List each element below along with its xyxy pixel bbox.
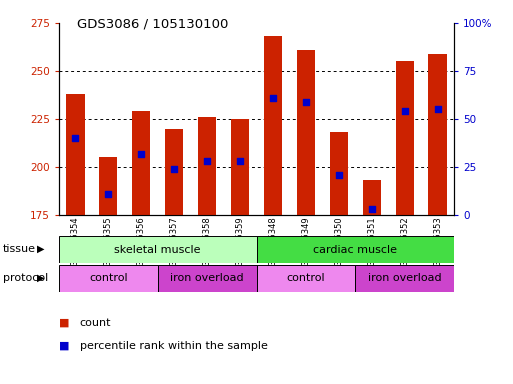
Point xyxy=(203,158,211,164)
Bar xyxy=(59,236,256,263)
Point xyxy=(71,135,80,141)
Text: ▶: ▶ xyxy=(37,273,45,283)
Point xyxy=(368,206,376,212)
Bar xyxy=(256,236,454,263)
Bar xyxy=(132,111,150,215)
Bar xyxy=(363,180,381,215)
Point xyxy=(170,166,179,172)
Point xyxy=(433,106,442,113)
Point xyxy=(137,151,145,157)
Text: GDS3086 / 105130100: GDS3086 / 105130100 xyxy=(77,17,228,30)
Text: control: control xyxy=(89,273,128,283)
Text: percentile rank within the sample: percentile rank within the sample xyxy=(80,341,267,351)
Point xyxy=(269,95,277,101)
Text: cardiac muscle: cardiac muscle xyxy=(313,245,397,255)
Bar xyxy=(428,54,447,215)
Text: tissue: tissue xyxy=(3,244,35,254)
Text: ■: ■ xyxy=(59,341,69,351)
Bar xyxy=(59,265,158,292)
Bar xyxy=(100,157,117,215)
Point xyxy=(104,191,112,197)
Point xyxy=(401,108,409,114)
Text: iron overload: iron overload xyxy=(170,273,244,283)
Bar xyxy=(66,94,85,215)
Bar xyxy=(165,129,183,215)
Text: count: count xyxy=(80,318,111,328)
Bar xyxy=(158,265,256,292)
Point xyxy=(334,172,343,178)
Text: iron overload: iron overload xyxy=(368,273,442,283)
Bar xyxy=(198,117,216,215)
Bar xyxy=(297,50,315,215)
Point xyxy=(302,99,310,105)
Bar xyxy=(330,132,348,215)
Text: ■: ■ xyxy=(59,318,69,328)
Bar xyxy=(355,265,454,292)
Point xyxy=(236,158,244,164)
Text: control: control xyxy=(287,273,325,283)
Bar xyxy=(231,119,249,215)
Bar xyxy=(396,61,413,215)
Text: skeletal muscle: skeletal muscle xyxy=(114,245,201,255)
Text: protocol: protocol xyxy=(3,273,48,283)
Bar xyxy=(256,265,355,292)
Text: ▶: ▶ xyxy=(37,244,45,254)
Bar xyxy=(264,36,282,215)
